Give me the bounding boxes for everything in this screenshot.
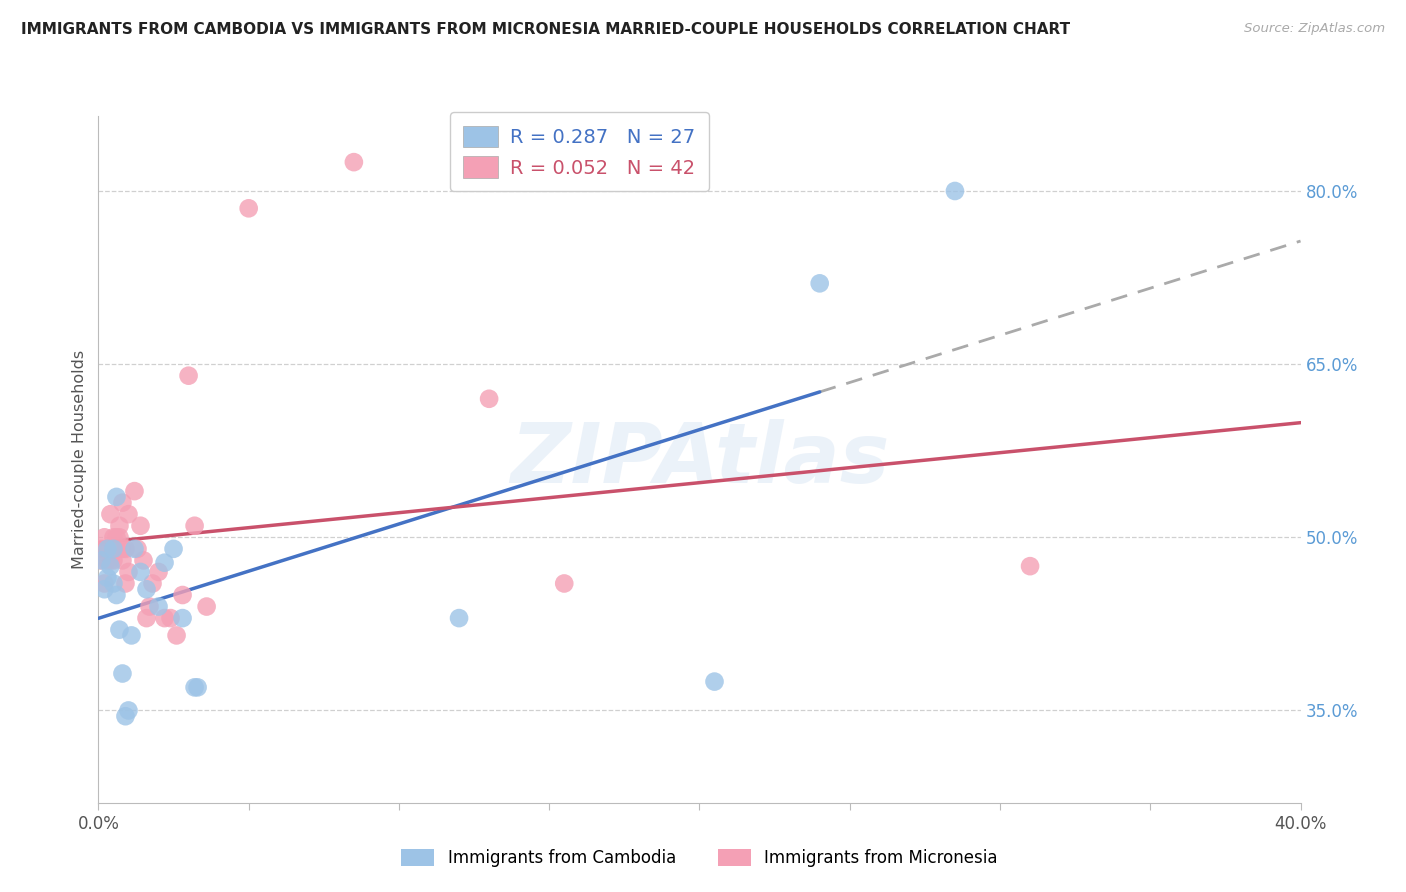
Point [111, 541, 134, 556]
Point [187, 681, 209, 695]
Point [172, 588, 194, 602]
Point [90, 553, 112, 567]
Point [124, 541, 146, 556]
Point [138, 599, 160, 614]
Text: IMMIGRANTS FROM CAMBODIA VS IMMIGRANTS FROM MICRONESIA MARRIED-COUPLE HOUSEHOLDS: IMMIGRANTS FROM CAMBODIA VS IMMIGRANTS F… [21, 22, 1070, 37]
Point [135, 611, 157, 625]
Legend: Immigrants from Cambodia, Immigrants from Micronesia: Immigrants from Cambodia, Immigrants fro… [395, 842, 1004, 873]
Point [93, 576, 115, 591]
Point [117, 565, 139, 579]
Point [177, 368, 200, 383]
Point [96, 571, 118, 585]
Point [1019, 559, 1042, 574]
Point [124, 484, 146, 499]
Point [105, 530, 128, 544]
Point [100, 553, 122, 567]
Point [478, 392, 501, 406]
Point [108, 530, 131, 544]
Point [129, 565, 152, 579]
Point [183, 518, 205, 533]
Point [111, 496, 134, 510]
Point [166, 628, 188, 642]
Point [100, 559, 122, 574]
Point [114, 541, 136, 556]
Point [96, 553, 118, 567]
Point [96, 541, 118, 556]
Point [103, 553, 125, 567]
Point [153, 611, 176, 625]
Point [114, 709, 136, 723]
Point [238, 202, 260, 216]
Point [127, 541, 149, 556]
Point [117, 507, 139, 521]
Point [103, 530, 125, 544]
Point [108, 518, 131, 533]
Point [148, 565, 170, 579]
Point [943, 184, 966, 198]
Point [105, 588, 128, 602]
Point [103, 541, 125, 556]
Point [96, 541, 118, 556]
Point [103, 541, 125, 556]
Point [162, 541, 184, 556]
Point [100, 507, 122, 521]
Point [111, 553, 134, 567]
Point [343, 155, 366, 169]
Point [105, 541, 128, 556]
Point [183, 681, 205, 695]
Point [153, 556, 176, 570]
Y-axis label: Married-couple Households: Married-couple Households [72, 350, 87, 569]
Point [808, 277, 831, 291]
Point [111, 666, 134, 681]
Point [121, 628, 143, 642]
Point [93, 582, 115, 597]
Point [105, 490, 128, 504]
Point [553, 576, 575, 591]
Point [129, 518, 152, 533]
Text: Source: ZipAtlas.com: Source: ZipAtlas.com [1244, 22, 1385, 36]
Point [117, 703, 139, 717]
Point [132, 553, 155, 567]
Point [159, 611, 181, 625]
Text: ZIPAtlas: ZIPAtlas [510, 419, 889, 500]
Point [141, 576, 163, 591]
Point [172, 611, 194, 625]
Point [108, 623, 131, 637]
Point [90, 541, 112, 556]
Point [703, 674, 725, 689]
Point [148, 599, 170, 614]
Point [93, 530, 115, 544]
Point [103, 576, 125, 591]
Point [195, 599, 218, 614]
Point [135, 582, 157, 597]
Point [114, 576, 136, 591]
Point [447, 611, 470, 625]
Point [90, 553, 112, 567]
